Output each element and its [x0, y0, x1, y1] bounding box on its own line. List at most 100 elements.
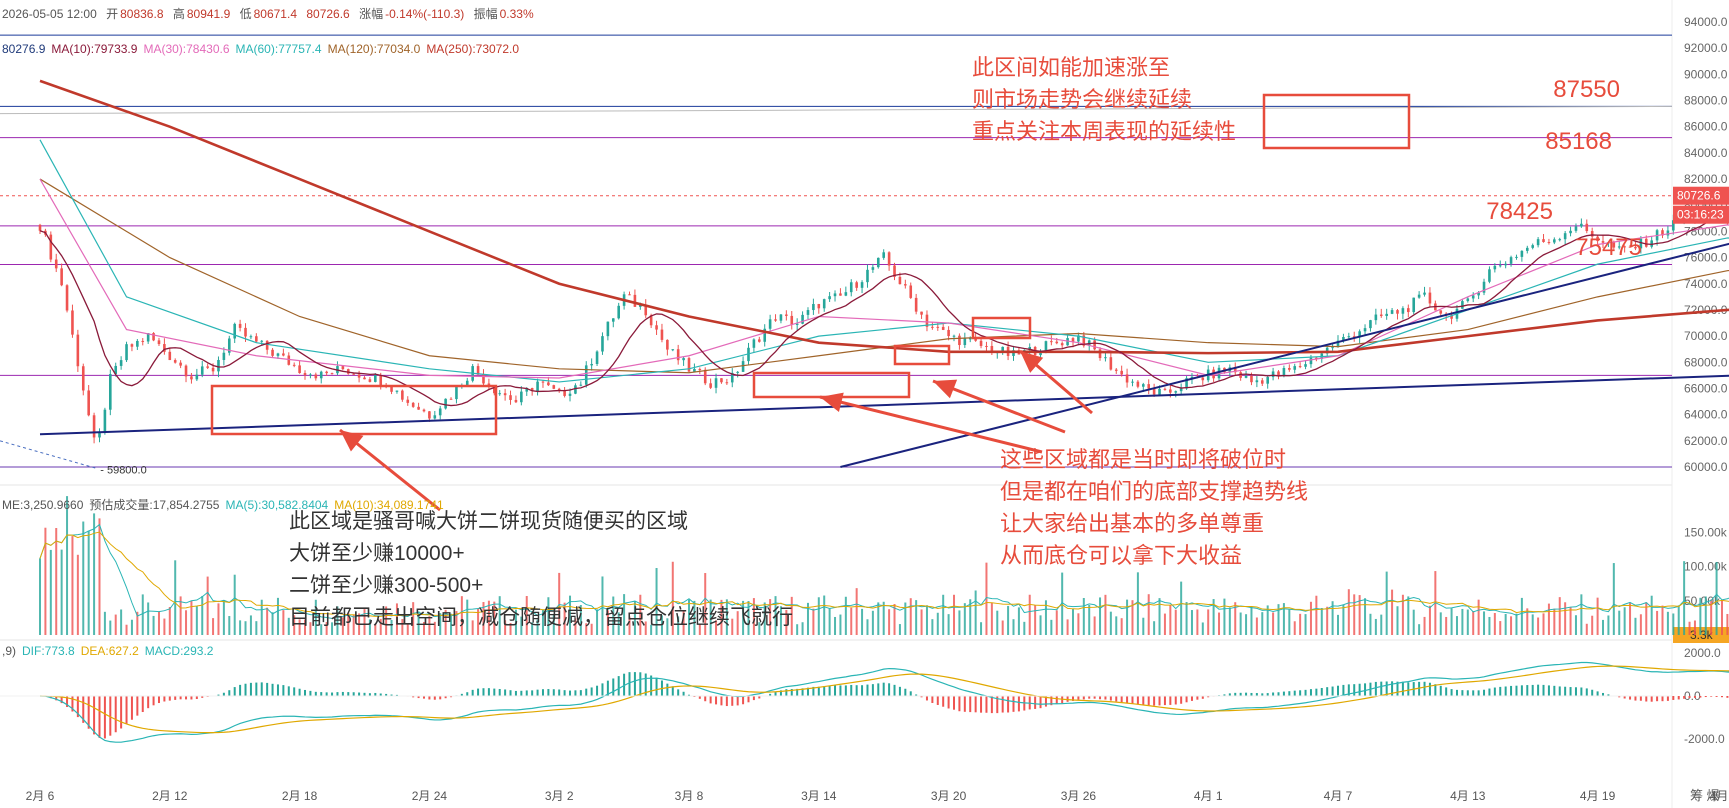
countdown-tag-bg: [1673, 205, 1729, 224]
macd-histogram-bar: [704, 696, 707, 702]
macd-histogram-bar: [1553, 685, 1556, 696]
volume-bar: [1466, 609, 1469, 635]
candle-body: [1309, 357, 1313, 365]
volume-bar: [574, 618, 577, 635]
candle-body: [1417, 294, 1421, 298]
volume-bar: [888, 609, 891, 635]
candle-body: [1628, 246, 1632, 248]
volume-bar: [1088, 605, 1091, 635]
macd-histogram-bar: [1520, 685, 1523, 696]
macd-histogram-bar: [1034, 696, 1037, 709]
candle-body: [1152, 388, 1156, 395]
volume-bar: [1007, 605, 1010, 635]
macd-histogram-bar: [558, 689, 561, 696]
macd-histogram-bar: [1374, 681, 1377, 696]
volume-bar: [450, 613, 453, 635]
macd-histogram-bar: [698, 696, 701, 699]
candle-body: [525, 388, 529, 392]
volume-bar: [314, 599, 317, 635]
volume-bar: [963, 603, 966, 635]
candle-body: [1580, 223, 1583, 227]
macd-histogram-bar: [460, 693, 463, 696]
candle-body: [1001, 346, 1004, 353]
macd-histogram-bar: [844, 685, 847, 696]
macd-histogram-bar: [785, 689, 788, 696]
macd-histogram-bar: [980, 696, 983, 713]
macd-histogram-bar: [958, 696, 961, 712]
candle-body: [1569, 230, 1572, 234]
macd-histogram-bar: [758, 696, 761, 699]
volume-bar: [504, 620, 507, 635]
candle-body: [1071, 338, 1075, 342]
volume-bar: [715, 620, 718, 635]
candle-body: [363, 377, 366, 380]
volume-bar: [1039, 615, 1042, 635]
candle-body: [1374, 314, 1378, 321]
x-tick-label: 4月 7: [1324, 789, 1353, 803]
volume-bar: [309, 622, 312, 635]
candle-body: [260, 340, 264, 342]
candle-body: [292, 364, 296, 366]
macd-histogram-bar: [1277, 692, 1280, 696]
volume-bar: [1407, 596, 1410, 635]
macd-histogram-bar: [1093, 696, 1096, 699]
macd-histogram-bar: [412, 696, 415, 698]
macd-value-1: DIF:773.8: [22, 644, 75, 658]
candle-body: [1482, 281, 1486, 293]
ma-value-3: MA(60):77757.4: [235, 42, 322, 56]
macd-histogram-bar: [866, 684, 869, 696]
macd-histogram-bar: [834, 685, 837, 696]
volume-bar: [1580, 594, 1583, 635]
volume-bar: [1412, 609, 1415, 635]
macd-histogram-bar: [109, 696, 112, 736]
volume-bar: [1618, 610, 1621, 635]
volume-bar: [1726, 613, 1729, 635]
volume-bar: [255, 621, 258, 635]
candle-body: [828, 296, 831, 300]
candle-body: [1109, 357, 1113, 370]
macd-histogram-bar: [66, 696, 69, 707]
candle-body: [812, 303, 815, 311]
volume-bar: [1358, 595, 1361, 635]
candle-body: [179, 362, 182, 366]
volume-bar: [1423, 616, 1426, 635]
macd-histogram-bar: [1017, 696, 1020, 712]
macd-histogram-bar: [368, 693, 371, 696]
volume-bar: [747, 601, 750, 635]
macd-histogram-bar: [1380, 681, 1383, 696]
macd-histogram-bar: [1591, 689, 1594, 696]
candle-body: [114, 365, 118, 375]
candle-body: [1639, 238, 1643, 249]
macd-histogram-bar: [1190, 696, 1193, 701]
volume-bar: [1715, 562, 1718, 635]
macd-histogram-bar: [1245, 692, 1248, 696]
candle-body: [530, 388, 534, 392]
macd-histogram-bar: [974, 696, 977, 713]
volume-bar: [1169, 605, 1172, 635]
macd-histogram-bar: [769, 693, 772, 696]
macd-histogram-bar: [936, 696, 939, 705]
macd-histogram-bar: [682, 691, 685, 696]
volume-value-3: MA(10):34,089.1741: [334, 498, 444, 512]
volume-bar: [590, 623, 593, 635]
volume-bar: [1082, 597, 1085, 635]
volume-bar: [704, 573, 707, 635]
price-tick-label: 74000.0: [1684, 277, 1728, 291]
volume-bar: [1623, 607, 1626, 635]
macd-histogram-bar: [1629, 696, 1632, 700]
volume-bar: [412, 602, 415, 635]
macd-histogram-bar: [55, 696, 58, 701]
volume-bar: [925, 605, 928, 635]
macd-histogram-bar: [1704, 696, 1707, 698]
volume-bar: [331, 622, 334, 635]
annotation-left: 此区域是骚哥喊大饼二饼现货随便买的区域 大饼至少赚10000+ 二饼至少赚300-5…: [289, 506, 793, 634]
macd-histogram-bar: [1163, 696, 1166, 706]
candle-body: [633, 294, 637, 307]
macd-histogram-bar: [801, 688, 804, 696]
arrow-2-shaft: [932, 379, 1066, 434]
candle-body: [1369, 320, 1372, 329]
macd-histogram-bar: [796, 688, 799, 696]
volume-bar: [1245, 614, 1248, 635]
volume-bar: [720, 599, 723, 635]
